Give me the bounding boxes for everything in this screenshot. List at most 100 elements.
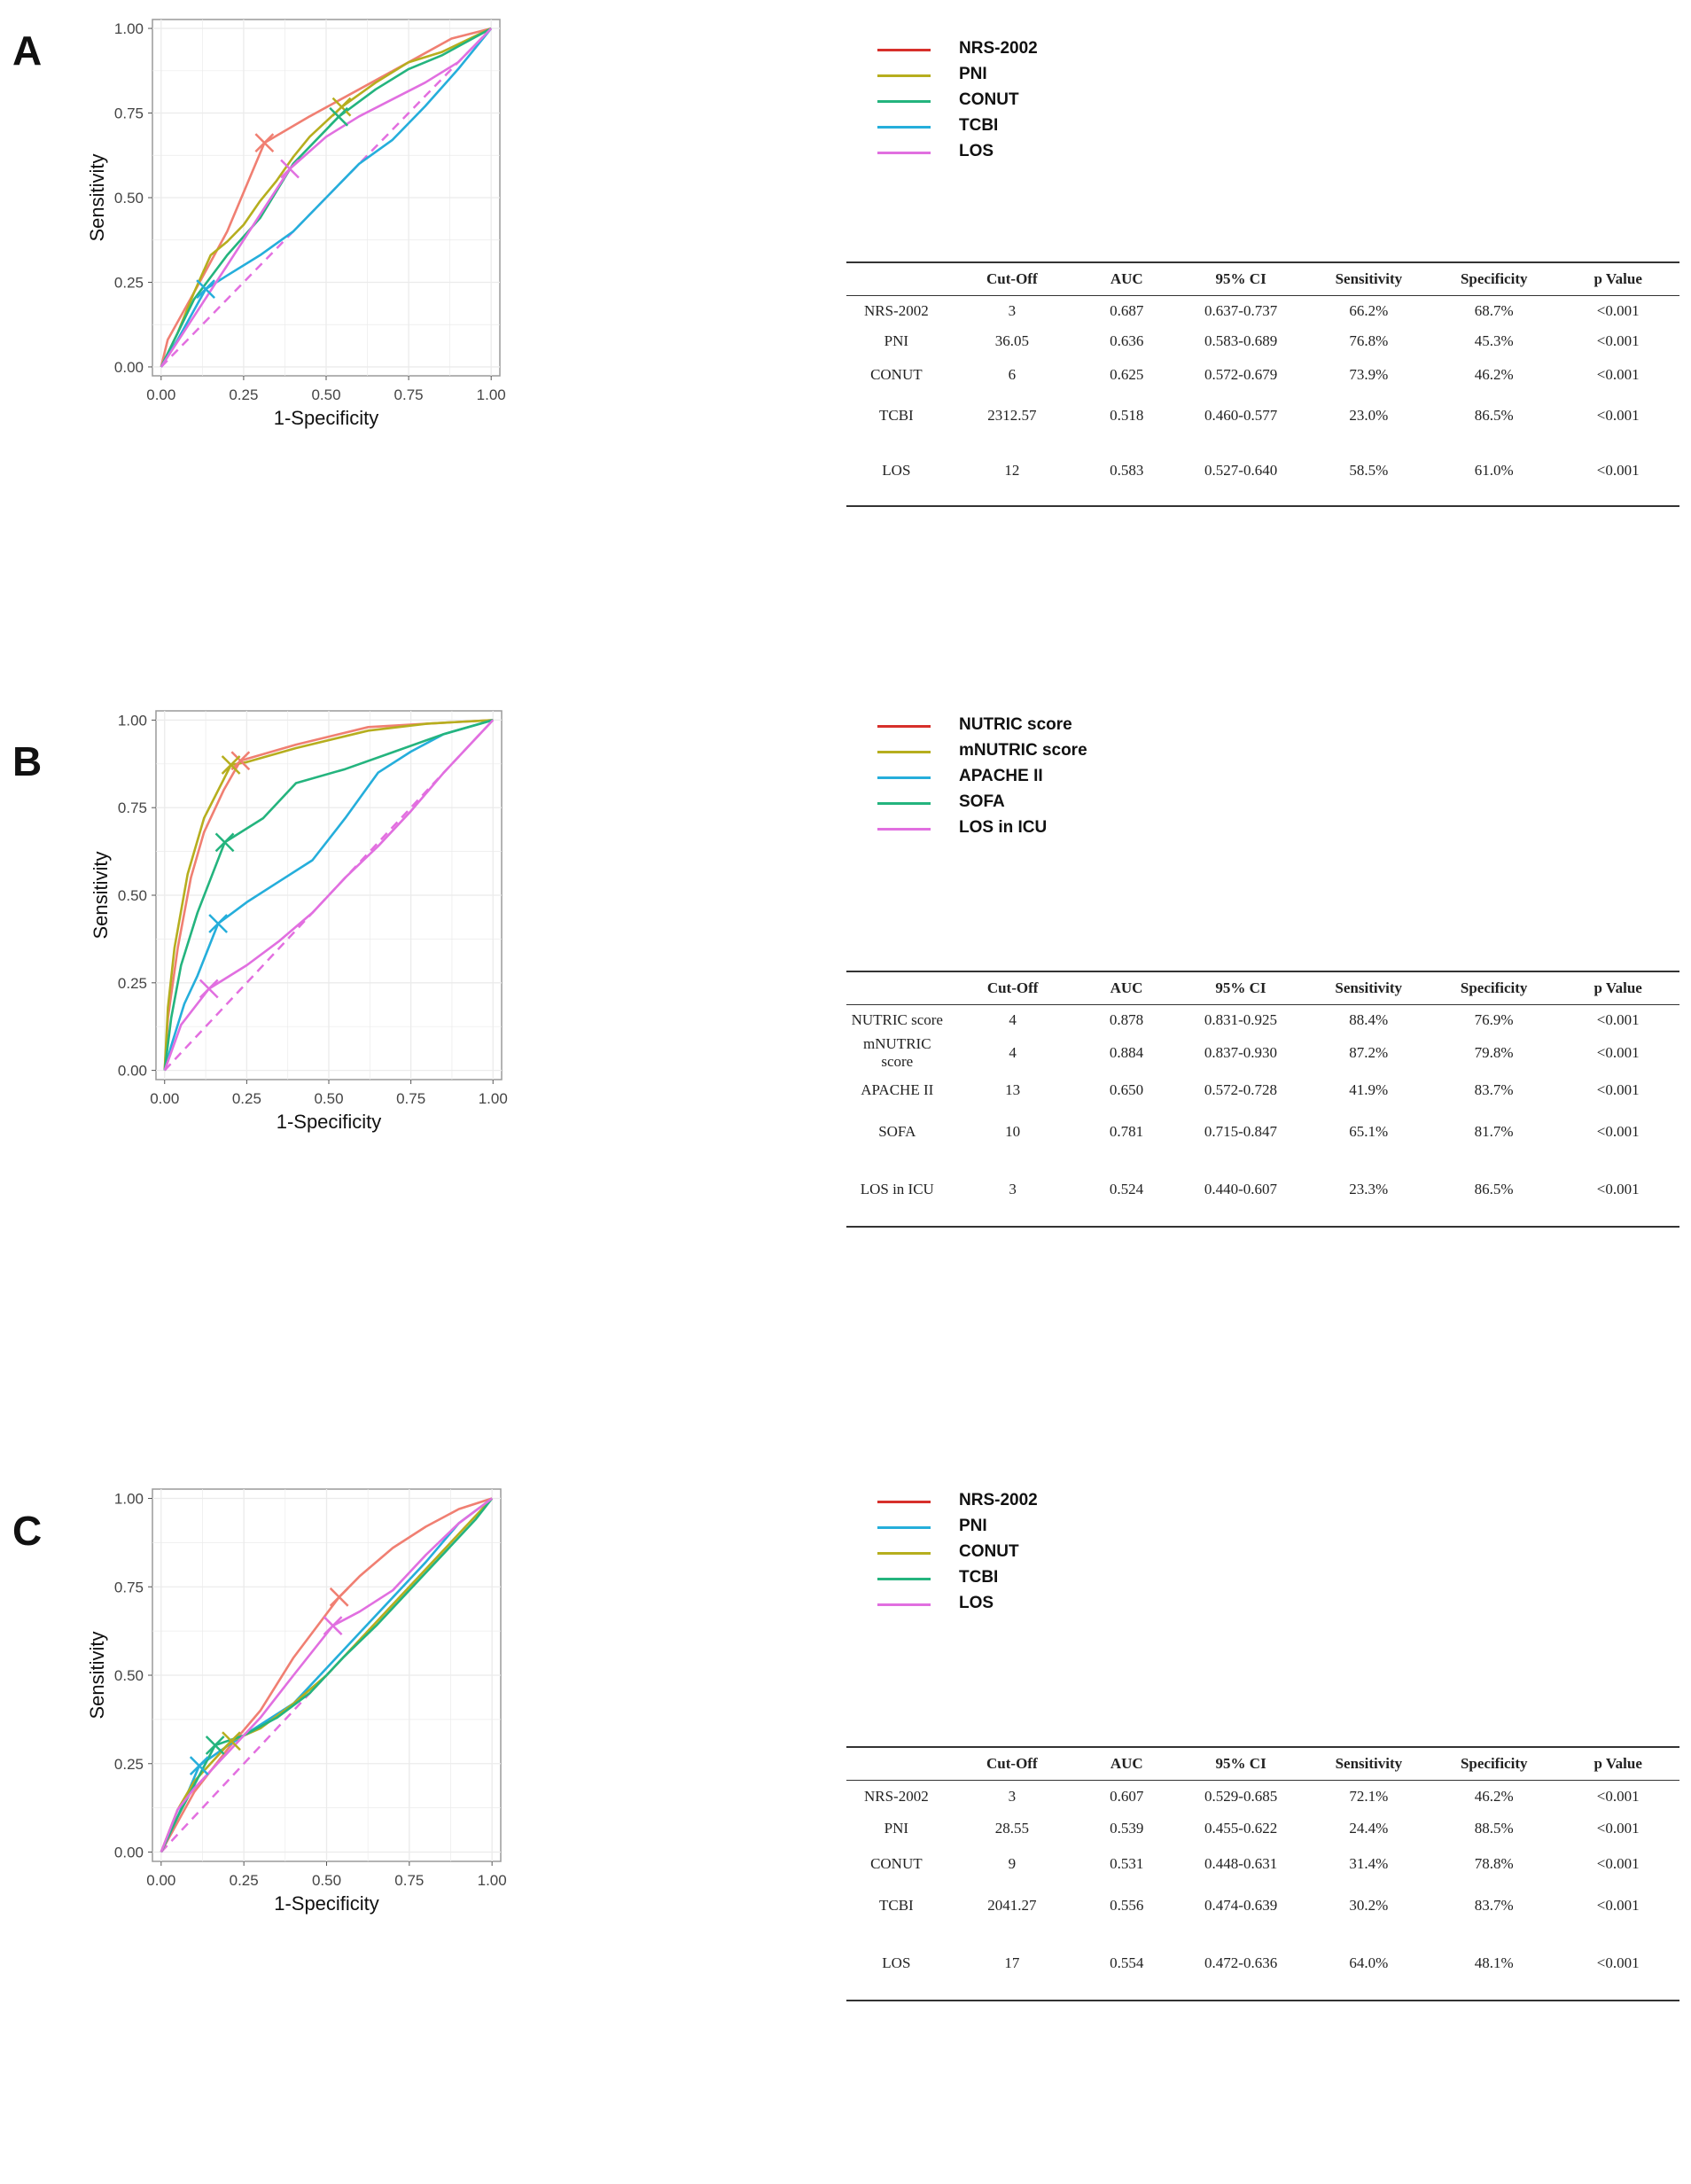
table-cell: 12 xyxy=(946,436,1078,507)
panel-c: C 0.00 0.25 0.50 0.75 1.00 0.00 0.25 0.50 0.75 1.… xyxy=(0,1454,1691,2180)
table-cell: 48.1% xyxy=(1431,1927,1557,2001)
table-header-cell: AUC xyxy=(1077,971,1176,1005)
table-cell: TCBI xyxy=(878,1896,914,1914)
table-cell: mNUTRIC score xyxy=(863,1034,931,1070)
table-cell: 0.637-0.737 xyxy=(1204,301,1278,319)
table-cell: 0.474-0.639 xyxy=(1204,1896,1278,1914)
table-cell: 0.572-0.679 xyxy=(1204,366,1278,383)
table-cell: <0.001 xyxy=(1596,1122,1640,1140)
table-header-cell xyxy=(846,971,948,1005)
x-tick-label: 0.75 xyxy=(394,1872,424,1889)
legend-label: LOS xyxy=(959,142,994,160)
table-cell: 0.781 xyxy=(1109,1122,1144,1140)
table-row: LOS in ICU 3 0.524 0.440-0.607 23.3% 86.5% <0.… xyxy=(846,1153,1679,1228)
table-cell: 9 xyxy=(1008,1854,1017,1872)
x-tick-label: 0.50 xyxy=(312,1872,341,1889)
legend-label: CONUT xyxy=(959,1542,1019,1561)
table-header-cell: AUC xyxy=(1077,261,1176,296)
legend-swatch xyxy=(877,100,931,103)
legend-label: CONUT xyxy=(959,90,1019,109)
table-cell: 46.2% xyxy=(1474,1787,1514,1805)
roc-plot-a: 0.00 0.25 0.50 0.75 1.00 0.00 0.25 0.50 0.75 1.00… xyxy=(86,19,506,429)
table-cell: 10 xyxy=(1005,1122,1021,1140)
table-cell: 88.5% xyxy=(1474,1819,1514,1837)
table-row: SOFA 10 0.781 0.715-0.847 65.1% 81.7% <0.001 xyxy=(846,1110,1679,1154)
table-cell: 46.2% xyxy=(1474,366,1514,383)
table-cell: <0.001 xyxy=(1596,1896,1640,1914)
table-cell: <0.001 xyxy=(1556,1927,1679,2001)
table-row: PNI 36.05 0.636 0.583-0.689 76.8% 45.3% <0.001 xyxy=(846,326,1679,356)
table-row: LOS 17 0.554 0.472-0.636 64.0% 48.1% <0.001 xyxy=(846,1927,1679,2001)
table-cell: 65.1% xyxy=(1349,1122,1389,1140)
y-tick-label: 0.00 xyxy=(118,1063,147,1080)
table-cell: SOFA xyxy=(878,1122,916,1140)
cutoff-marker-nutric-score xyxy=(230,751,251,771)
table-cell: <0.001 xyxy=(1596,332,1640,349)
y-tick-label: 0.00 xyxy=(114,1845,144,1861)
roc-curve-los xyxy=(160,27,493,368)
cutoff-marker-tcbi xyxy=(196,279,215,299)
legend-swatch xyxy=(877,1526,931,1529)
table-cell: 0.650 xyxy=(1109,1080,1144,1098)
table-cell: TCBI xyxy=(878,406,914,424)
table-cell: 0.554 xyxy=(1077,1927,1176,2001)
table-cell: 0.455-0.622 xyxy=(1204,1819,1278,1837)
table-cell: <0.001 xyxy=(1596,1080,1640,1098)
table-cell: 79.8% xyxy=(1474,1043,1514,1061)
table-cell: 23.0% xyxy=(1349,406,1389,424)
table-cell: 30.2% xyxy=(1349,1896,1389,1914)
y-tick-label: 0.50 xyxy=(114,1667,144,1684)
table-cell: 81.7% xyxy=(1474,1122,1514,1140)
table-cell: 86.5% xyxy=(1430,1153,1557,1228)
roc-curve-apache-ii xyxy=(163,719,494,1071)
table-cell: 3 xyxy=(1008,1787,1017,1805)
table-cell: 61.0% xyxy=(1431,436,1557,507)
table-cell: 0.524 xyxy=(1077,1153,1176,1228)
table-cell: 0.687 xyxy=(1110,301,1144,319)
legend-swatch xyxy=(877,1501,931,1503)
table-header-cell: Specificity xyxy=(1431,261,1557,296)
roc-plot-b: 0.00 0.25 0.50 0.75 1.00 0.00 0.25 0.50 0.75 1.00… xyxy=(90,710,508,1133)
table-cell: 0.448-0.631 xyxy=(1204,1854,1278,1872)
table-cell: <0.001 xyxy=(1556,1153,1679,1228)
table-cell: 78.8% xyxy=(1474,1854,1514,1872)
table-cell: 0.715-0.847 xyxy=(1204,1122,1277,1140)
table-cell: 58.5% xyxy=(1305,436,1432,507)
cutoff-marker-tcbi xyxy=(205,1736,225,1755)
cutoff-marker-nrs-2002 xyxy=(329,1587,349,1607)
table-cell: 0.556 xyxy=(1110,1896,1144,1914)
table-cell: 41.9% xyxy=(1349,1080,1389,1098)
table-row: LOS 12 0.583 0.527-0.640 58.5% 61.0% <0.001 xyxy=(846,436,1679,507)
table-cell: 4 xyxy=(1009,1043,1017,1061)
table-cell: <0.001 xyxy=(1596,406,1640,424)
table-header-cell: Specificity xyxy=(1430,971,1557,1005)
table-header-cell: AUC xyxy=(1077,1746,1176,1781)
results-table-c: Cut-Off AUC 95% CI Sensitivity Specificity p … xyxy=(846,1746,1679,2001)
y-tick-label: 0.25 xyxy=(114,274,144,291)
x-tick-label: 0.25 xyxy=(230,1872,259,1889)
y-tick-label: 1.00 xyxy=(114,20,144,37)
table-row: TCBI 2041.27 0.556 0.474-0.639 30.2% 83.7% <0.… xyxy=(846,1884,1679,1928)
cutoff-marker-pni xyxy=(189,1756,209,1776)
table-cell: 0.539 xyxy=(1110,1819,1144,1837)
table-cell: 24.4% xyxy=(1349,1819,1389,1837)
legend-swatch xyxy=(877,802,931,805)
legend-label: NUTRIC score xyxy=(959,715,1072,734)
y-tick-label: 0.00 xyxy=(114,359,144,376)
table-cell: <0.001 xyxy=(1596,301,1640,319)
table-header-cell xyxy=(846,261,947,296)
table-cell: 0.583 xyxy=(1077,436,1176,507)
table-cell: <0.001 xyxy=(1596,1854,1640,1872)
legend-swatch xyxy=(877,776,931,779)
cutoff-marker-los xyxy=(323,1616,343,1636)
y-tick-label: 0.75 xyxy=(114,1579,144,1595)
table-header-cell xyxy=(846,1746,947,1781)
roc-curve-conut xyxy=(160,1497,494,1852)
legend-swatch xyxy=(877,1603,931,1606)
table-cell: CONUT xyxy=(870,366,923,383)
legend-swatch xyxy=(877,828,931,831)
cutoff-marker-conut xyxy=(222,1731,241,1751)
table-cell: 0.460-0.577 xyxy=(1204,406,1278,424)
y-tick-label: 1.00 xyxy=(114,1491,144,1508)
roc-plot-c: 0.00 0.25 0.50 0.75 1.00 0.00 0.25 0.50 0.75 1.00… xyxy=(86,1488,507,1915)
